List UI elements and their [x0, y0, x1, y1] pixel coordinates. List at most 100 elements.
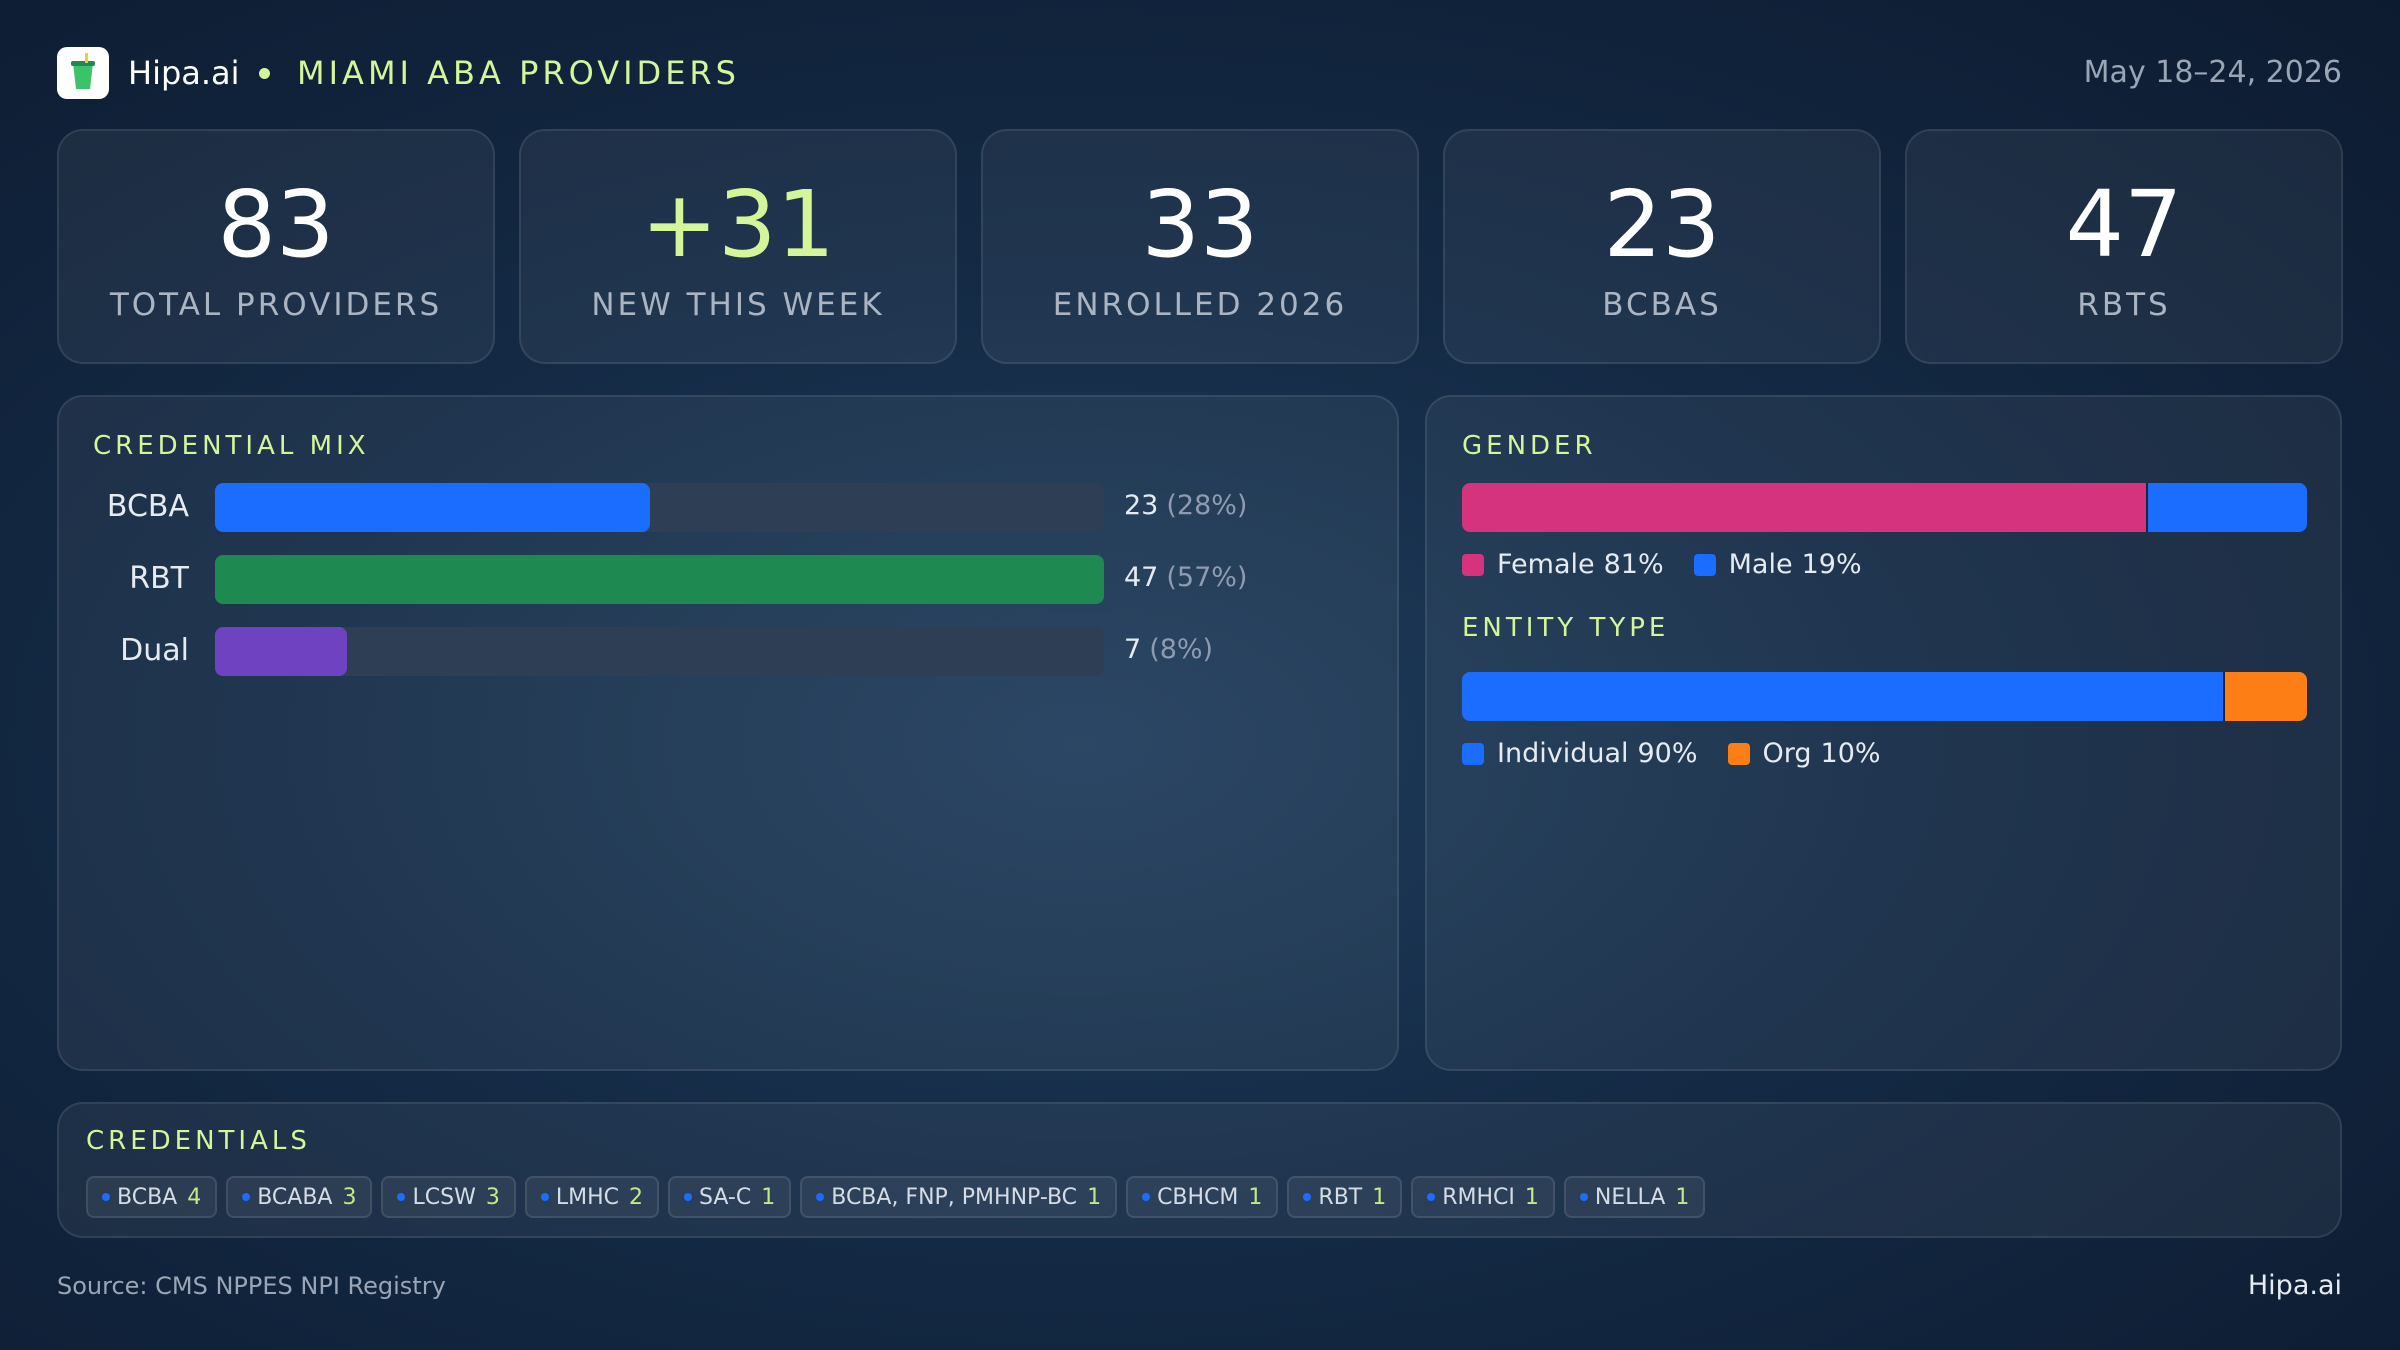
chip-dot — [1303, 1193, 1312, 1201]
share-label: (8%) — [1149, 634, 1214, 665]
bar — [215, 555, 1104, 604]
kpi-label: ENROLLED 2026 — [1052, 287, 1348, 323]
bar — [215, 483, 651, 532]
credential-chip: NELLA 1 — [1563, 1176, 1706, 1218]
credential-chip: BCBA 4 — [86, 1176, 218, 1218]
brand: Hipa.ai — [128, 54, 240, 92]
credential-chip: SA-C 1 — [667, 1176, 792, 1218]
chip-dot — [1579, 1193, 1588, 1201]
kpi-label: TOTAL PROVIDERS — [109, 287, 443, 323]
kpi-value: +31 — [640, 171, 836, 278]
bar-segment — [1462, 483, 2147, 532]
chip-dot — [540, 1193, 549, 1201]
chip-name: RBT — [1318, 1184, 1363, 1210]
value-label-group: 7 (8%) — [1124, 634, 1213, 665]
separator-dot — [259, 68, 270, 79]
chip-name: NELLA — [1594, 1184, 1666, 1210]
kpi-value: 83 — [217, 171, 335, 278]
legend-value: 19% — [1801, 549, 1862, 580]
kpi-value: 33 — [1141, 171, 1259, 278]
legend-name: Male — [1728, 549, 1793, 580]
dashboard-title: MIAMI ABA PROVIDERS — [297, 54, 740, 92]
legend-item: Female 81% — [1462, 549, 1664, 580]
value-label: 23 — [1124, 490, 1159, 521]
kpi-card: +31 NEW THIS WEEK — [519, 129, 957, 364]
chip-dot — [397, 1193, 406, 1201]
category-label: Dual — [120, 633, 189, 668]
chip-count: 4 — [187, 1184, 202, 1210]
chip-count: 1 — [1087, 1184, 1102, 1210]
logo — [57, 47, 109, 99]
category-label: RBT — [129, 561, 189, 596]
chip-dot — [242, 1193, 251, 1201]
chip-name: BCBA — [117, 1184, 178, 1210]
chip-count: 3 — [485, 1184, 500, 1210]
kpi-label: NEW THIS WEEK — [591, 287, 885, 323]
chip-name: SA-C — [698, 1184, 752, 1210]
kpi-label: BCBAS — [1602, 287, 1722, 323]
chip-dot — [102, 1193, 110, 1201]
demographics-panel: GENDER ENTITY TYPE Female 81% Male 19% Indiv… — [1425, 395, 2342, 1071]
value-label: 7 — [1124, 634, 1142, 665]
credential-chip: BCBA, FNP, PMHNP-BC 1 — [800, 1176, 1118, 1218]
credential-mix-panel: CREDENTIAL MIX BCBA 23 (28%) RBT 47 (57%) Dual… — [57, 395, 1399, 1071]
kpi-card: 33 ENROLLED 2026 — [981, 129, 1419, 364]
chip-name: BCBA, FNP, PMHNP-BC — [831, 1184, 1078, 1210]
chip-dot — [1427, 1193, 1436, 1201]
bar-segment — [1462, 672, 2223, 721]
credential-chip: LCSW 3 — [381, 1176, 516, 1218]
value-label-group: 23 (28%) — [1124, 490, 1247, 521]
credential-chip: LMHC 2 — [524, 1176, 659, 1218]
footer-brand: Hipa.ai — [2247, 1270, 2342, 1301]
kpi-value: 47 — [2065, 171, 2183, 278]
credential-chip: RBT 1 — [1287, 1176, 1403, 1218]
legend-item: Org 10% — [1727, 738, 1881, 769]
legend-swatch — [1462, 742, 1484, 765]
value-label-group: 47 (57%) — [1124, 562, 1247, 593]
credential-chip: CBHCM 1 — [1126, 1176, 1279, 1218]
credential-chip: RMHCI 1 — [1411, 1176, 1555, 1218]
chip-count: 1 — [1524, 1184, 1539, 1210]
legend-name: Female — [1497, 549, 1595, 580]
chip-dot — [816, 1193, 825, 1201]
legend-item: Male 19% — [1693, 549, 1862, 580]
legend-value: 90% — [1637, 738, 1698, 769]
credential-chip: BCABA 3 — [226, 1176, 373, 1218]
value-label: 47 — [1124, 562, 1159, 593]
share-label: (57%) — [1166, 562, 1248, 593]
kpi-value: 23 — [1603, 171, 1721, 278]
chip-name: RMHCI — [1442, 1184, 1515, 1210]
chip-count: 1 — [1372, 1184, 1387, 1210]
chip-name: BCABA — [257, 1184, 333, 1210]
chip-name: CBHCM — [1157, 1184, 1239, 1210]
legend-name: Individual — [1497, 738, 1629, 769]
source: Source: CMS NPPES NPI Registry — [57, 1272, 446, 1300]
chip-name: LCSW — [412, 1184, 476, 1210]
bar-track — [215, 627, 1104, 676]
date-range: May 18–24, 2026 — [2083, 55, 2342, 90]
chip-count: 1 — [1248, 1184, 1263, 1210]
share-label: (28%) — [1166, 490, 1248, 521]
chip-row: BCBA 4 BCABA 3 LCSW 3 LMHC 2 SA-C 1 BCBA, FNP, PMH… — [86, 1176, 1706, 1218]
category-label: BCBA — [106, 489, 189, 524]
chip-count: 3 — [342, 1184, 357, 1210]
credentials-panel: CREDENTIALS BCBA 4 BCABA 3 LCSW 3 LMHC 2 SA-C 1 BC… — [57, 1102, 2342, 1238]
kpi-card: 83 TOTAL PROVIDERS — [57, 129, 495, 364]
legend-swatch — [1727, 742, 1750, 765]
chip-dot — [1142, 1193, 1151, 1201]
chip-count: 2 — [628, 1184, 643, 1210]
chip-count: 1 — [1675, 1184, 1690, 1210]
chip-name: LMHC — [555, 1184, 619, 1210]
panel-title: GENDER — [1462, 431, 1597, 461]
bar-segment — [2146, 483, 2307, 532]
panel-title: CREDENTIALS — [86, 1126, 311, 1156]
kpi-card: 47 RBTS — [1905, 129, 2343, 364]
panel-title: CREDENTIAL MIX — [93, 431, 370, 461]
chip-dot — [683, 1193, 692, 1201]
legend-item: Individual 90% — [1462, 738, 1698, 769]
legend-swatch — [1462, 553, 1484, 576]
chip-count: 1 — [761, 1184, 776, 1210]
bar — [215, 627, 348, 676]
bar-segment — [2222, 672, 2307, 721]
